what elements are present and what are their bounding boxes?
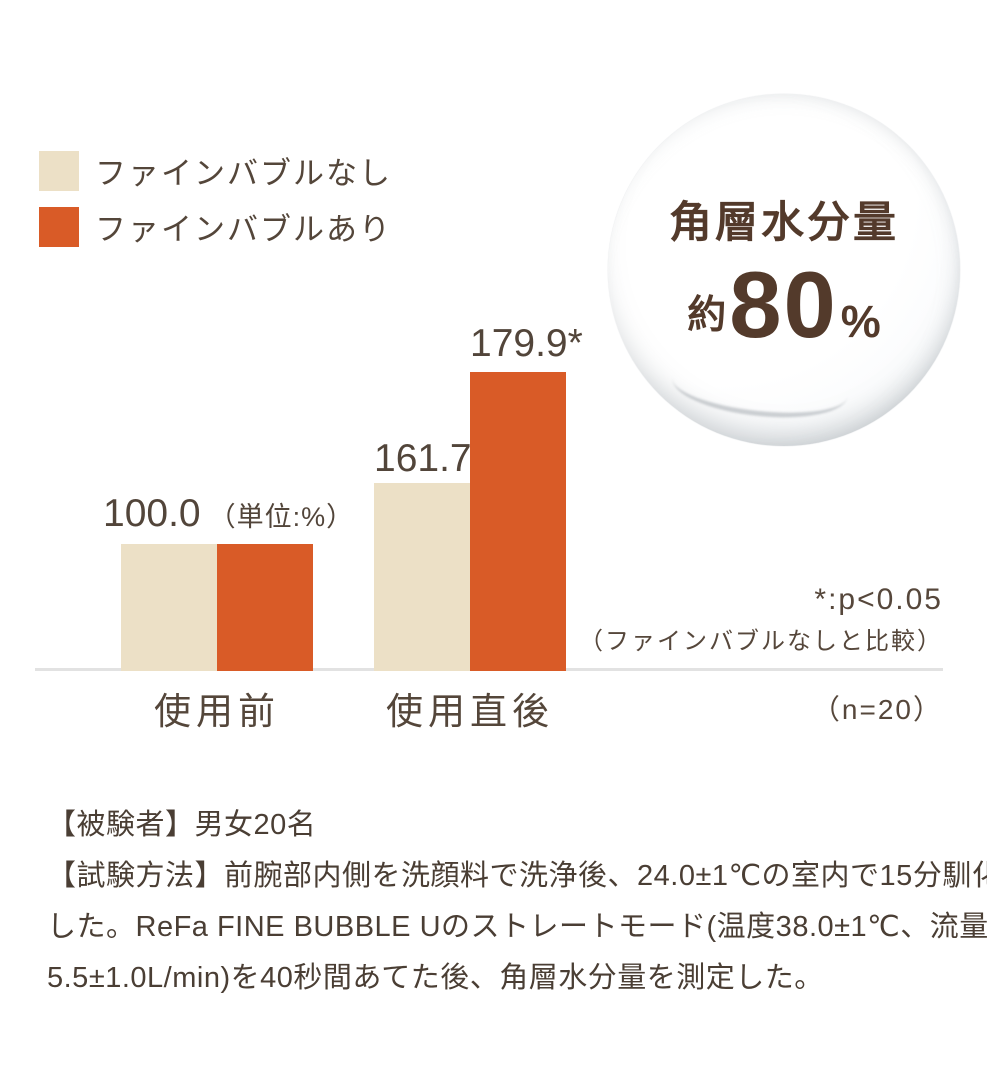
- legend-label-with: ファインバブルあり: [95, 212, 392, 247]
- sample-size-note: （n=20）: [811, 694, 943, 725]
- bar-before-with: [217, 544, 313, 671]
- bar-after-without: [374, 483, 470, 671]
- category-label-before: 使用前: [154, 691, 280, 732]
- legend-item-with-finebubble: ファインバブルあり: [39, 204, 392, 249]
- bubble-reflection-icon: [669, 349, 851, 426]
- bar-before-without: [121, 544, 217, 671]
- method-line-procedure-3: 5.5±1.0L/min)を40秒間あてた後、角層水分量を測定した。: [47, 962, 824, 994]
- bubble-percent-sign: %: [840, 296, 881, 347]
- category-label-after: 使用直後: [386, 691, 554, 732]
- bubble-percentage-number: 80: [729, 252, 838, 357]
- methodology-text: 【被験者】男女20名 【試験方法】前腕部内側を洗顔料で洗浄後、24.0±1℃の室…: [47, 800, 987, 1004]
- value-label-after-without: 161.7: [374, 437, 472, 480]
- method-line-subjects: 【被験者】男女20名: [47, 809, 317, 841]
- legend-label-without: ファインバブルなし: [95, 156, 392, 191]
- legend-item-without-finebubble: ファインバブルなし: [39, 148, 392, 193]
- method-line-procedure-1: 【試験方法】前腕部内側を洗顔料で洗浄後、24.0±1℃の室内で15分馴化: [47, 860, 987, 892]
- value-label-before: 100.0 （単位:%）: [103, 492, 354, 536]
- bubble-value: 約 80 %: [687, 258, 881, 352]
- orange-swatch-icon: [39, 206, 79, 247]
- bubble-title: 角層水分量: [669, 199, 899, 247]
- method-line-procedure-2: した。ReFa FINE BUBBLE Uのストレートモード(温度38.0±1℃…: [47, 911, 987, 943]
- water-bubble-badge: 角層水分量 約 80 %: [608, 94, 960, 446]
- bubble-approx-prefix: 約: [687, 294, 727, 337]
- unit-note: （単位:%）: [208, 502, 355, 532]
- value-before-number: 100.0: [103, 492, 201, 535]
- value-label-after-with: 179.9*: [470, 322, 583, 365]
- bar-after-with: [470, 372, 566, 671]
- beige-swatch-icon: [39, 150, 79, 191]
- comparison-note: （ファインバブルなしと比較）: [579, 628, 943, 655]
- significance-note: *:p<0.05: [814, 583, 943, 616]
